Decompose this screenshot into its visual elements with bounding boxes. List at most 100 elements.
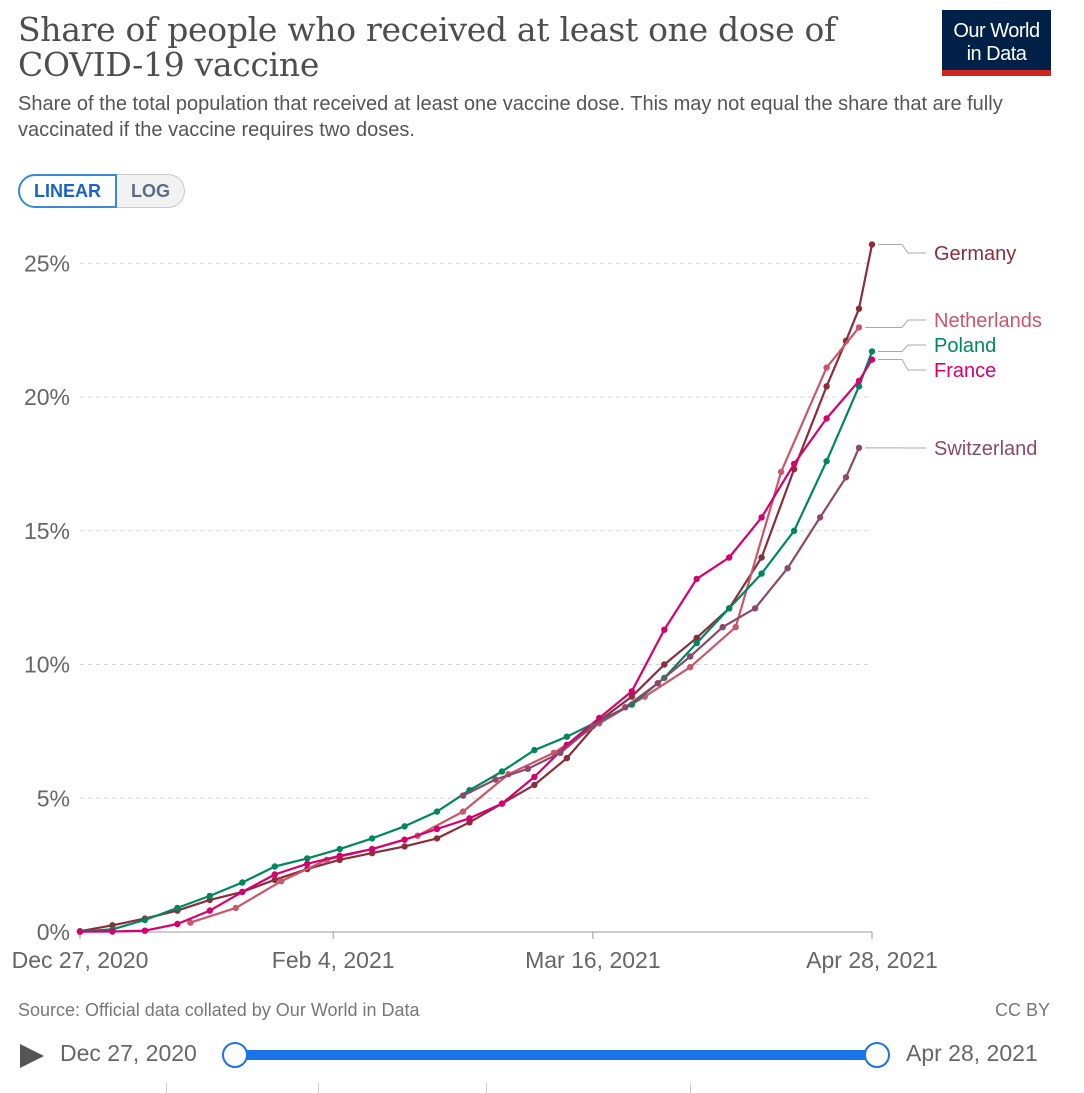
data-point (842, 474, 850, 481)
series-label: Switzerland (934, 438, 1037, 460)
data-point (693, 634, 700, 641)
divider (166, 1083, 167, 1093)
series-label: Netherlands (934, 310, 1042, 332)
data-point (823, 364, 830, 371)
data-point (433, 825, 441, 833)
linear-scale-button[interactable]: LINEAR (18, 174, 117, 208)
data-point (368, 845, 376, 853)
data-point (719, 623, 726, 631)
data-point (531, 781, 538, 789)
data-point (206, 907, 213, 914)
data-point (141, 916, 149, 924)
series-line (79, 244, 874, 933)
series-line (190, 326, 860, 924)
data-point (868, 348, 876, 355)
data-point (732, 623, 739, 631)
timeline-start-handle[interactable] (222, 1042, 248, 1068)
series-label: France (934, 360, 996, 382)
series-line (79, 359, 873, 933)
series-france (76, 356, 876, 935)
log-scale-button[interactable]: LOG (117, 174, 185, 208)
data-point (498, 800, 506, 807)
data-point (777, 468, 785, 476)
y-tick-label: 5% (37, 785, 70, 811)
source-note[interactable]: Source: Official data collated by Our Wo… (18, 1000, 420, 1020)
y-tick-label: 20% (24, 384, 70, 410)
series-label: Poland (934, 335, 996, 357)
series-switzerland (459, 444, 863, 799)
data-point (401, 836, 408, 843)
data-point (628, 693, 635, 700)
data-point (466, 815, 473, 822)
data-point (459, 808, 467, 815)
data-point (751, 605, 759, 612)
data-point (174, 904, 181, 912)
data-point (693, 575, 700, 583)
y-tick-label: 25% (24, 250, 70, 276)
data-point (790, 460, 798, 468)
x-tick-label: Dec 27, 2020 (12, 947, 149, 973)
data-point (823, 383, 830, 390)
label-connector (878, 244, 926, 254)
data-point (823, 458, 830, 465)
data-point (433, 835, 441, 842)
data-point (278, 878, 285, 885)
chart-title: Share of people who received at least on… (18, 10, 836, 84)
timeline-end-label: Apr 28, 2021 (906, 1040, 1038, 1066)
data-point (206, 892, 213, 900)
data-point (868, 241, 876, 248)
data-point (654, 680, 661, 687)
data-point (531, 746, 538, 754)
series-label: Germany (934, 243, 1016, 265)
logo-line-2: in Data (966, 43, 1027, 65)
data-point (855, 383, 863, 390)
data-point (498, 768, 506, 775)
data-point (304, 860, 311, 867)
data-point (628, 688, 635, 695)
logo-accent-bar (942, 70, 1051, 76)
data-point (187, 919, 194, 926)
data-point (589, 722, 597, 730)
owid-logo[interactable]: Our World in Data (942, 10, 1051, 76)
data-point (271, 876, 278, 883)
data-point (76, 928, 84, 935)
data-point (239, 879, 246, 886)
series-line (462, 447, 861, 797)
data-point (401, 843, 408, 850)
data-point (232, 904, 239, 912)
play-icon[interactable] (20, 1044, 44, 1068)
data-point (726, 605, 733, 612)
license-link[interactable]: CC BY (994, 1000, 1050, 1020)
data-point (336, 845, 343, 853)
data-point (174, 920, 181, 928)
y-tick-label: 15% (24, 518, 70, 544)
label-connector (865, 319, 926, 328)
data-point (823, 415, 830, 422)
series-line (79, 351, 874, 933)
divider (486, 1083, 487, 1093)
scale-toggle: LINEAR LOG (18, 174, 185, 208)
data-point (336, 852, 343, 859)
data-point (855, 377, 863, 385)
logo-line-1: Our World (953, 20, 1040, 42)
series-poland (76, 348, 876, 935)
chart-subtitle: Share of the total population that recei… (18, 93, 1003, 141)
timeline-end-handle[interactable] (864, 1042, 890, 1068)
data-point (687, 653, 694, 660)
series-netherlands (187, 324, 863, 926)
data-point (855, 305, 863, 312)
data-point (368, 835, 376, 842)
data-point (622, 704, 629, 711)
data-point (459, 792, 467, 799)
data-point (271, 863, 278, 870)
timeline-track[interactable] (233, 1050, 878, 1060)
data-point (784, 565, 791, 572)
data-point (557, 749, 564, 756)
data-point (239, 888, 246, 896)
divider (690, 1083, 691, 1093)
y-tick-label: 0% (37, 919, 70, 945)
data-point (596, 714, 603, 722)
data-point (524, 765, 532, 772)
data-point (868, 356, 876, 363)
data-point (758, 554, 765, 561)
